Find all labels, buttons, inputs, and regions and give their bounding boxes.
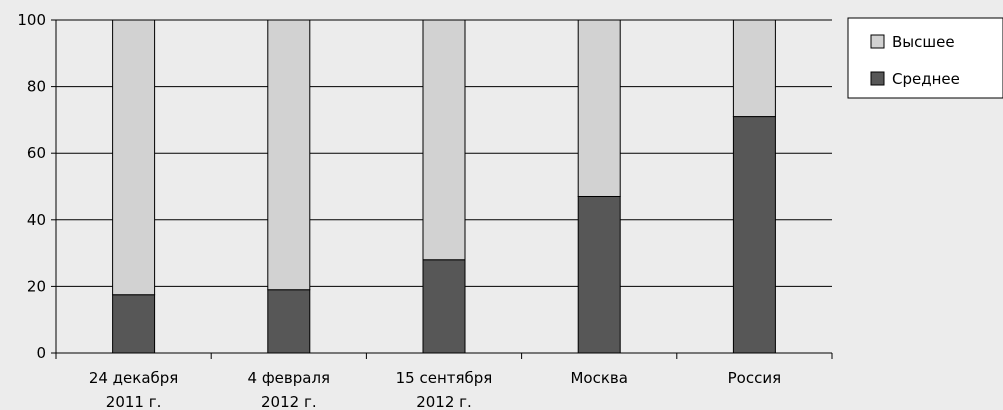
y-tick-label: 80 (27, 78, 46, 96)
x-tick-label: Россия (728, 369, 782, 387)
legend-swatch (870, 71, 885, 86)
y-tick-label: 60 (27, 144, 46, 162)
bar-segment-vysshee (112, 19, 156, 296)
bar-segment-srednee (422, 259, 466, 354)
x-tick-label: Москва (570, 369, 627, 387)
bar-segment-vysshee (267, 19, 311, 291)
x-tick-label: 15 сентября (396, 369, 493, 387)
legend-label: Среднее (892, 70, 960, 88)
bar-segment-srednee (577, 195, 621, 354)
y-tick-label: 40 (27, 211, 46, 229)
legend: Высшее Среднее (847, 17, 1003, 99)
x-tick-label: 2012 г. (261, 393, 317, 410)
bar-segment-srednee (112, 294, 156, 354)
bars (112, 19, 776, 354)
bar-segment-vysshee (732, 19, 776, 118)
bar-segment-srednee (732, 116, 776, 354)
y-tick-label: 100 (17, 11, 46, 29)
bar-segment-srednee (267, 289, 311, 354)
tick-labels: 0 20 40 60 80 100 24 декабря 2011 г. 4 февраля 20… (17, 11, 781, 410)
legend-swatch (870, 34, 885, 49)
x-tick-label: 2012 г. (416, 393, 472, 410)
legend-label: Высшее (892, 33, 955, 51)
bar-segment-vysshee (422, 19, 466, 261)
x-tick-label: 2011 г. (106, 393, 162, 410)
bar-segment-vysshee (577, 19, 621, 197)
x-tick-label: 24 декабря (89, 369, 179, 387)
y-tick-label: 20 (27, 277, 46, 295)
axes (51, 19, 833, 359)
x-tick-label: 4 февраля (248, 369, 331, 387)
y-tick-label: 0 (36, 344, 46, 362)
